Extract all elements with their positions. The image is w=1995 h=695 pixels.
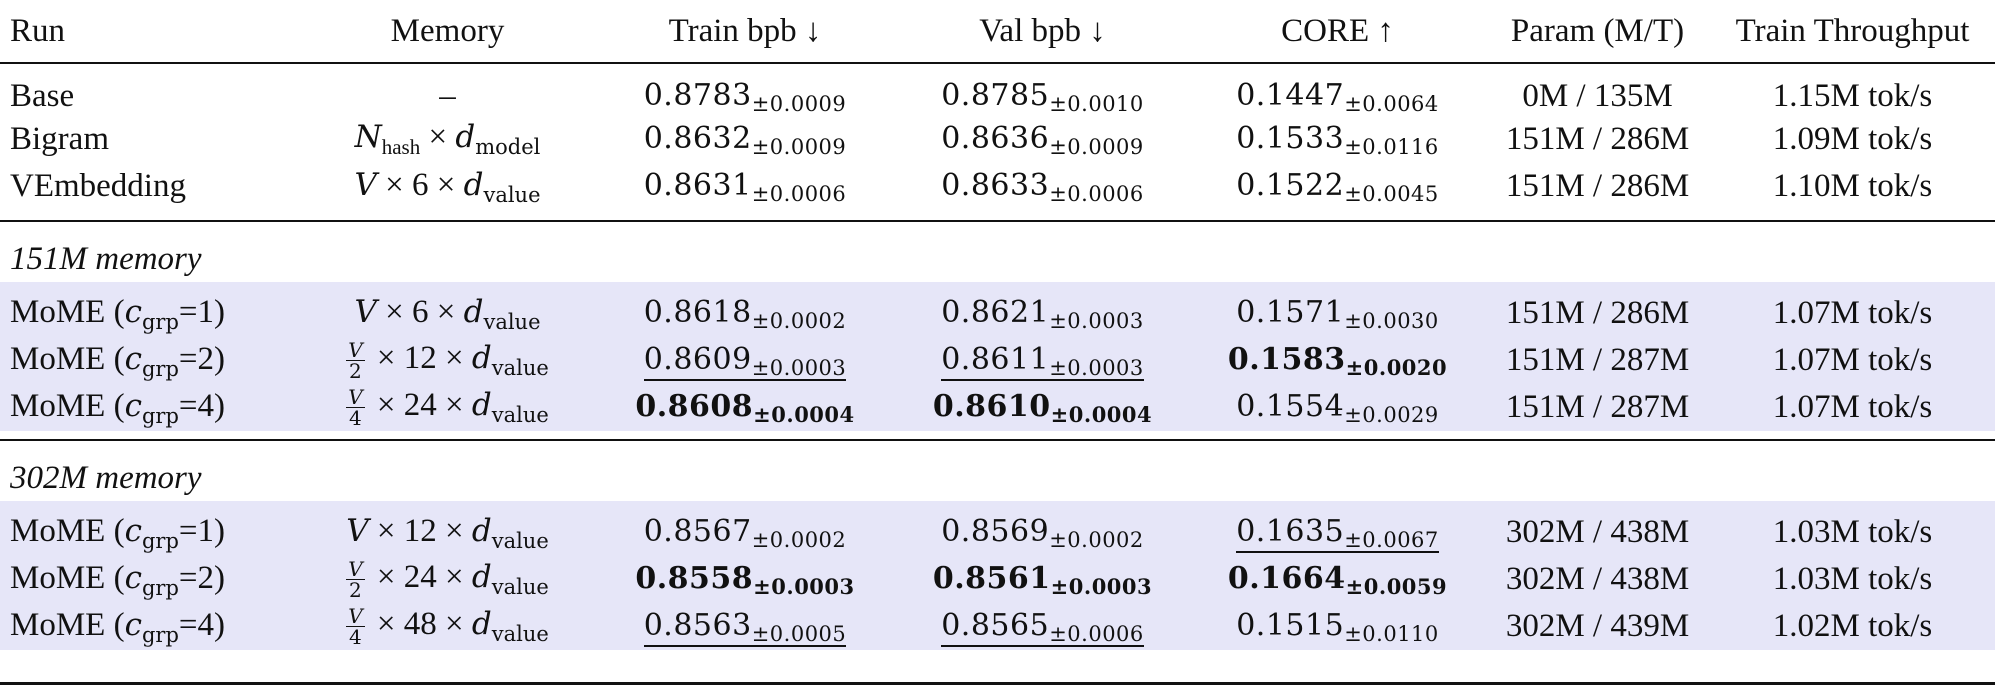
core-cell: 0.1522±0.0045 [1190,163,1485,222]
core-cell: 0.1664±0.0059 [1190,556,1485,603]
val-bpb-cell: 0.8611±0.0003 [895,337,1190,384]
throughput-cell: 1.15M tok/s [1772,77,1933,114]
header-core: CORE ↑ [1190,0,1485,64]
header-throughput: Train Throughput [1710,0,1995,64]
param-cell: 151M / 286M [1485,290,1710,337]
val-bpb-cell: 0.8636±0.0009 [941,121,1144,159]
run-name: VEmbedding [0,163,300,222]
val-bpb-cell: 0.8565±0.0006 [895,603,1190,650]
memory-cell: V × 12 × dvalue [300,509,595,556]
throughput-cell: 1.07M tok/s [1710,337,1995,384]
table-row: Bigram Nhash × dmodel 0.8632±0.0009 0.86… [0,116,1995,163]
val-bpb-cell: 0.8610±0.0004 [895,384,1190,431]
memory-cell: – [439,77,456,114]
train-bpb-cell: 0.8558±0.0003 [595,556,895,603]
table-row: MoME (cgrp=1) V × 6 × dvalue 0.8618±0.00… [0,290,1995,337]
train-bpb-cell: 0.8609±0.0003 [595,337,895,384]
section-header-151m: 151M memory [0,221,1995,282]
section-title: 151M memory [10,241,202,277]
run-name: MoME (cgrp=4) [0,384,300,431]
run-name: Base [10,77,75,114]
param-cell: 151M / 287M [1485,384,1710,431]
core-cell: 0.1447±0.0064 [1236,77,1439,116]
throughput-cell: 1.02M tok/s [1710,603,1995,650]
header-param: Param (M/T) [1485,0,1710,64]
train-bpb-cell: 0.8631±0.0006 [595,163,895,222]
core-cell: 0.1583±0.0020 [1190,337,1485,384]
section-title: 302M memory [10,460,202,496]
throughput-cell: 1.07M tok/s [1710,384,1995,431]
throughput-cell: 1.10M tok/s [1710,163,1995,222]
memory-cell: V × 6 × dvalue [300,163,595,222]
memory-cell: Nhash × dmodel [354,119,541,159]
throughput-cell: 1.03M tok/s [1710,556,1995,603]
core-cell: 0.1554±0.0029 [1190,384,1485,431]
core-cell: 0.1635±0.0067 [1190,509,1485,556]
run-name: MoME (cgrp=1) [0,509,300,556]
throughput-cell: 1.03M tok/s [1710,509,1995,556]
header-row: Run Memory Train bpb ↓ Val bpb ↓ CORE ↑ … [0,0,1995,64]
val-bpb-cell: 0.8633±0.0006 [895,163,1190,222]
param-cell: 302M / 439M [1485,603,1710,650]
param-cell: 151M / 286M [1505,121,1690,157]
val-bpb-cell: 0.8785±0.0010 [941,77,1144,116]
table-row: VEmbedding V × 6 × dvalue 0.8631±0.0006 … [0,163,1995,222]
throughput-cell: 1.09M tok/s [1772,121,1933,157]
param-cell: 151M / 286M [1485,163,1710,222]
memory-cell: V × 6 × dvalue [300,290,595,337]
val-bpb-cell: 0.8569±0.0002 [895,509,1190,556]
results-table: Run Memory Train bpb ↓ Val bpb ↓ CORE ↑ … [0,0,1995,650]
val-bpb-cell: 0.8621±0.0003 [895,290,1190,337]
train-bpb-cell: 0.8563±0.0005 [595,603,895,650]
run-name: MoME (cgrp=1) [0,290,300,337]
core-cell: 0.1533±0.0116 [1236,121,1439,159]
train-bpb-cell: 0.8608±0.0004 [595,384,895,431]
table-row: Base – 0.8783±0.0009 0.8785±0.0010 0.144… [0,63,1995,116]
param-cell: 302M / 438M [1485,509,1710,556]
param-cell: 0M / 135M [1522,77,1673,114]
table-row: MoME (cgrp=1) V × 12 × dvalue 0.8567±0.0… [0,509,1995,556]
header-val-bpb: Val bpb ↓ [895,0,1190,64]
val-bpb-cell: 0.8561±0.0003 [895,556,1190,603]
train-bpb-cell: 0.8632±0.0009 [643,121,847,159]
core-cell: 0.1515±0.0110 [1190,603,1485,650]
run-name: MoME (cgrp=4) [0,603,300,650]
param-cell: 151M / 287M [1485,337,1710,384]
bottom-rule [0,682,1995,685]
core-cell: 0.1571±0.0030 [1190,290,1485,337]
run-name: MoME (cgrp=2) [0,556,300,603]
header-memory: Memory [300,0,595,64]
train-bpb-cell: 0.8567±0.0002 [595,509,895,556]
train-bpb-cell: 0.8783±0.0009 [643,77,847,116]
param-cell: 302M / 438M [1485,556,1710,603]
header-train-bpb: Train bpb ↓ [595,0,895,64]
train-bpb-cell: 0.8618±0.0002 [595,290,895,337]
throughput-cell: 1.07M tok/s [1710,290,1995,337]
section-header-302m: 302M memory [0,440,1995,501]
run-name: MoME (cgrp=2) [0,337,300,384]
header-run: Run [0,0,300,64]
run-name: Bigram [10,121,109,157]
